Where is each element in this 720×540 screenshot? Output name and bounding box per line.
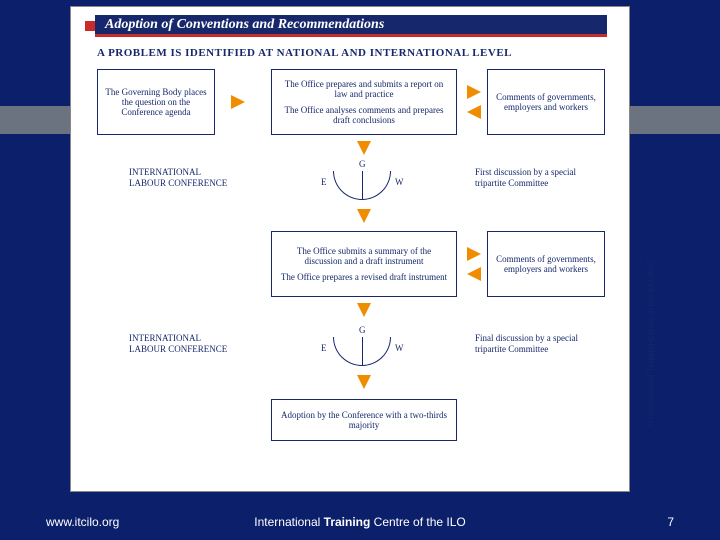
- box-comments-1: Comments of governments, employers and w…: [487, 69, 605, 135]
- arrow-down-icon: [357, 209, 371, 223]
- ilc-label-1: INTERNATIONAL LABOUR CONFERENCE: [129, 167, 229, 189]
- ilc-label-2: INTERNATIONAL LABOUR CONFERENCE: [129, 333, 229, 355]
- box-office-stage2: The Office submits a summary of the disc…: [271, 231, 457, 297]
- arrow-left-icon: [467, 105, 481, 119]
- egw-g: G: [359, 325, 366, 335]
- slide-footer: www.itcilo.org International Training Ce…: [0, 504, 720, 540]
- arrow-down-icon: [357, 375, 371, 389]
- title-banner: Adoption of Conventions and Recommendati…: [95, 15, 607, 37]
- arrow-right-icon: [467, 85, 481, 99]
- egw-w: W: [395, 343, 404, 353]
- footer-bold: Training: [324, 515, 371, 529]
- arrow-right-icon: [231, 95, 245, 109]
- title-text: Adoption of Conventions and Recommendati…: [105, 17, 384, 32]
- discussion-label-1: First discussion by a special tripartite…: [475, 167, 605, 189]
- egw-w: W: [395, 177, 404, 187]
- box-adoption: Adoption by the Conference with a two-th…: [271, 399, 457, 441]
- copyright-text: © International Training Centre of the I…: [646, 260, 655, 426]
- box-office-stage1: The Office prepares and submits a report…: [271, 69, 457, 135]
- halfcircle-icon: [333, 171, 391, 200]
- box-text: The Office submits a summary of the disc…: [278, 246, 450, 266]
- footer-text: Centre of the ILO: [370, 515, 465, 529]
- box-text: The Office prepares and submits a report…: [278, 79, 450, 99]
- box-comments-2: Comments of governments, employers and w…: [487, 231, 605, 297]
- box-text: The Office analyses comments and prepare…: [278, 105, 450, 125]
- arrow-down-icon: [357, 303, 371, 317]
- egw-e: E: [321, 177, 327, 187]
- box-text: The Office prepares a revised draft inst…: [281, 272, 447, 282]
- box-text: Adoption by the Conference with a two-th…: [278, 410, 450, 430]
- halfcircle-icon: [333, 337, 391, 366]
- box-governing-body: The Governing Body places the question o…: [97, 69, 215, 135]
- egw-e: E: [321, 343, 327, 353]
- box-text: The Governing Body places the question o…: [104, 87, 208, 117]
- arrow-left-icon: [467, 267, 481, 281]
- diagram-card: Adoption of Conventions and Recommendati…: [70, 6, 630, 492]
- footer-text: International: [254, 515, 323, 529]
- egw-g: G: [359, 159, 366, 169]
- footer-center: International Training Centre of the ILO: [0, 515, 720, 529]
- arrow-right-icon: [467, 247, 481, 261]
- subtitle: A PROBLEM IS IDENTIFIED AT NATIONAL AND …: [97, 47, 512, 59]
- box-text: Comments of governments, employers and w…: [494, 92, 598, 112]
- footer-page-number: 7: [667, 515, 674, 529]
- box-text: Comments of governments, employers and w…: [494, 254, 598, 274]
- arrow-down-icon: [357, 141, 371, 155]
- discussion-label-2: Final discussion by a special tripartite…: [475, 333, 605, 355]
